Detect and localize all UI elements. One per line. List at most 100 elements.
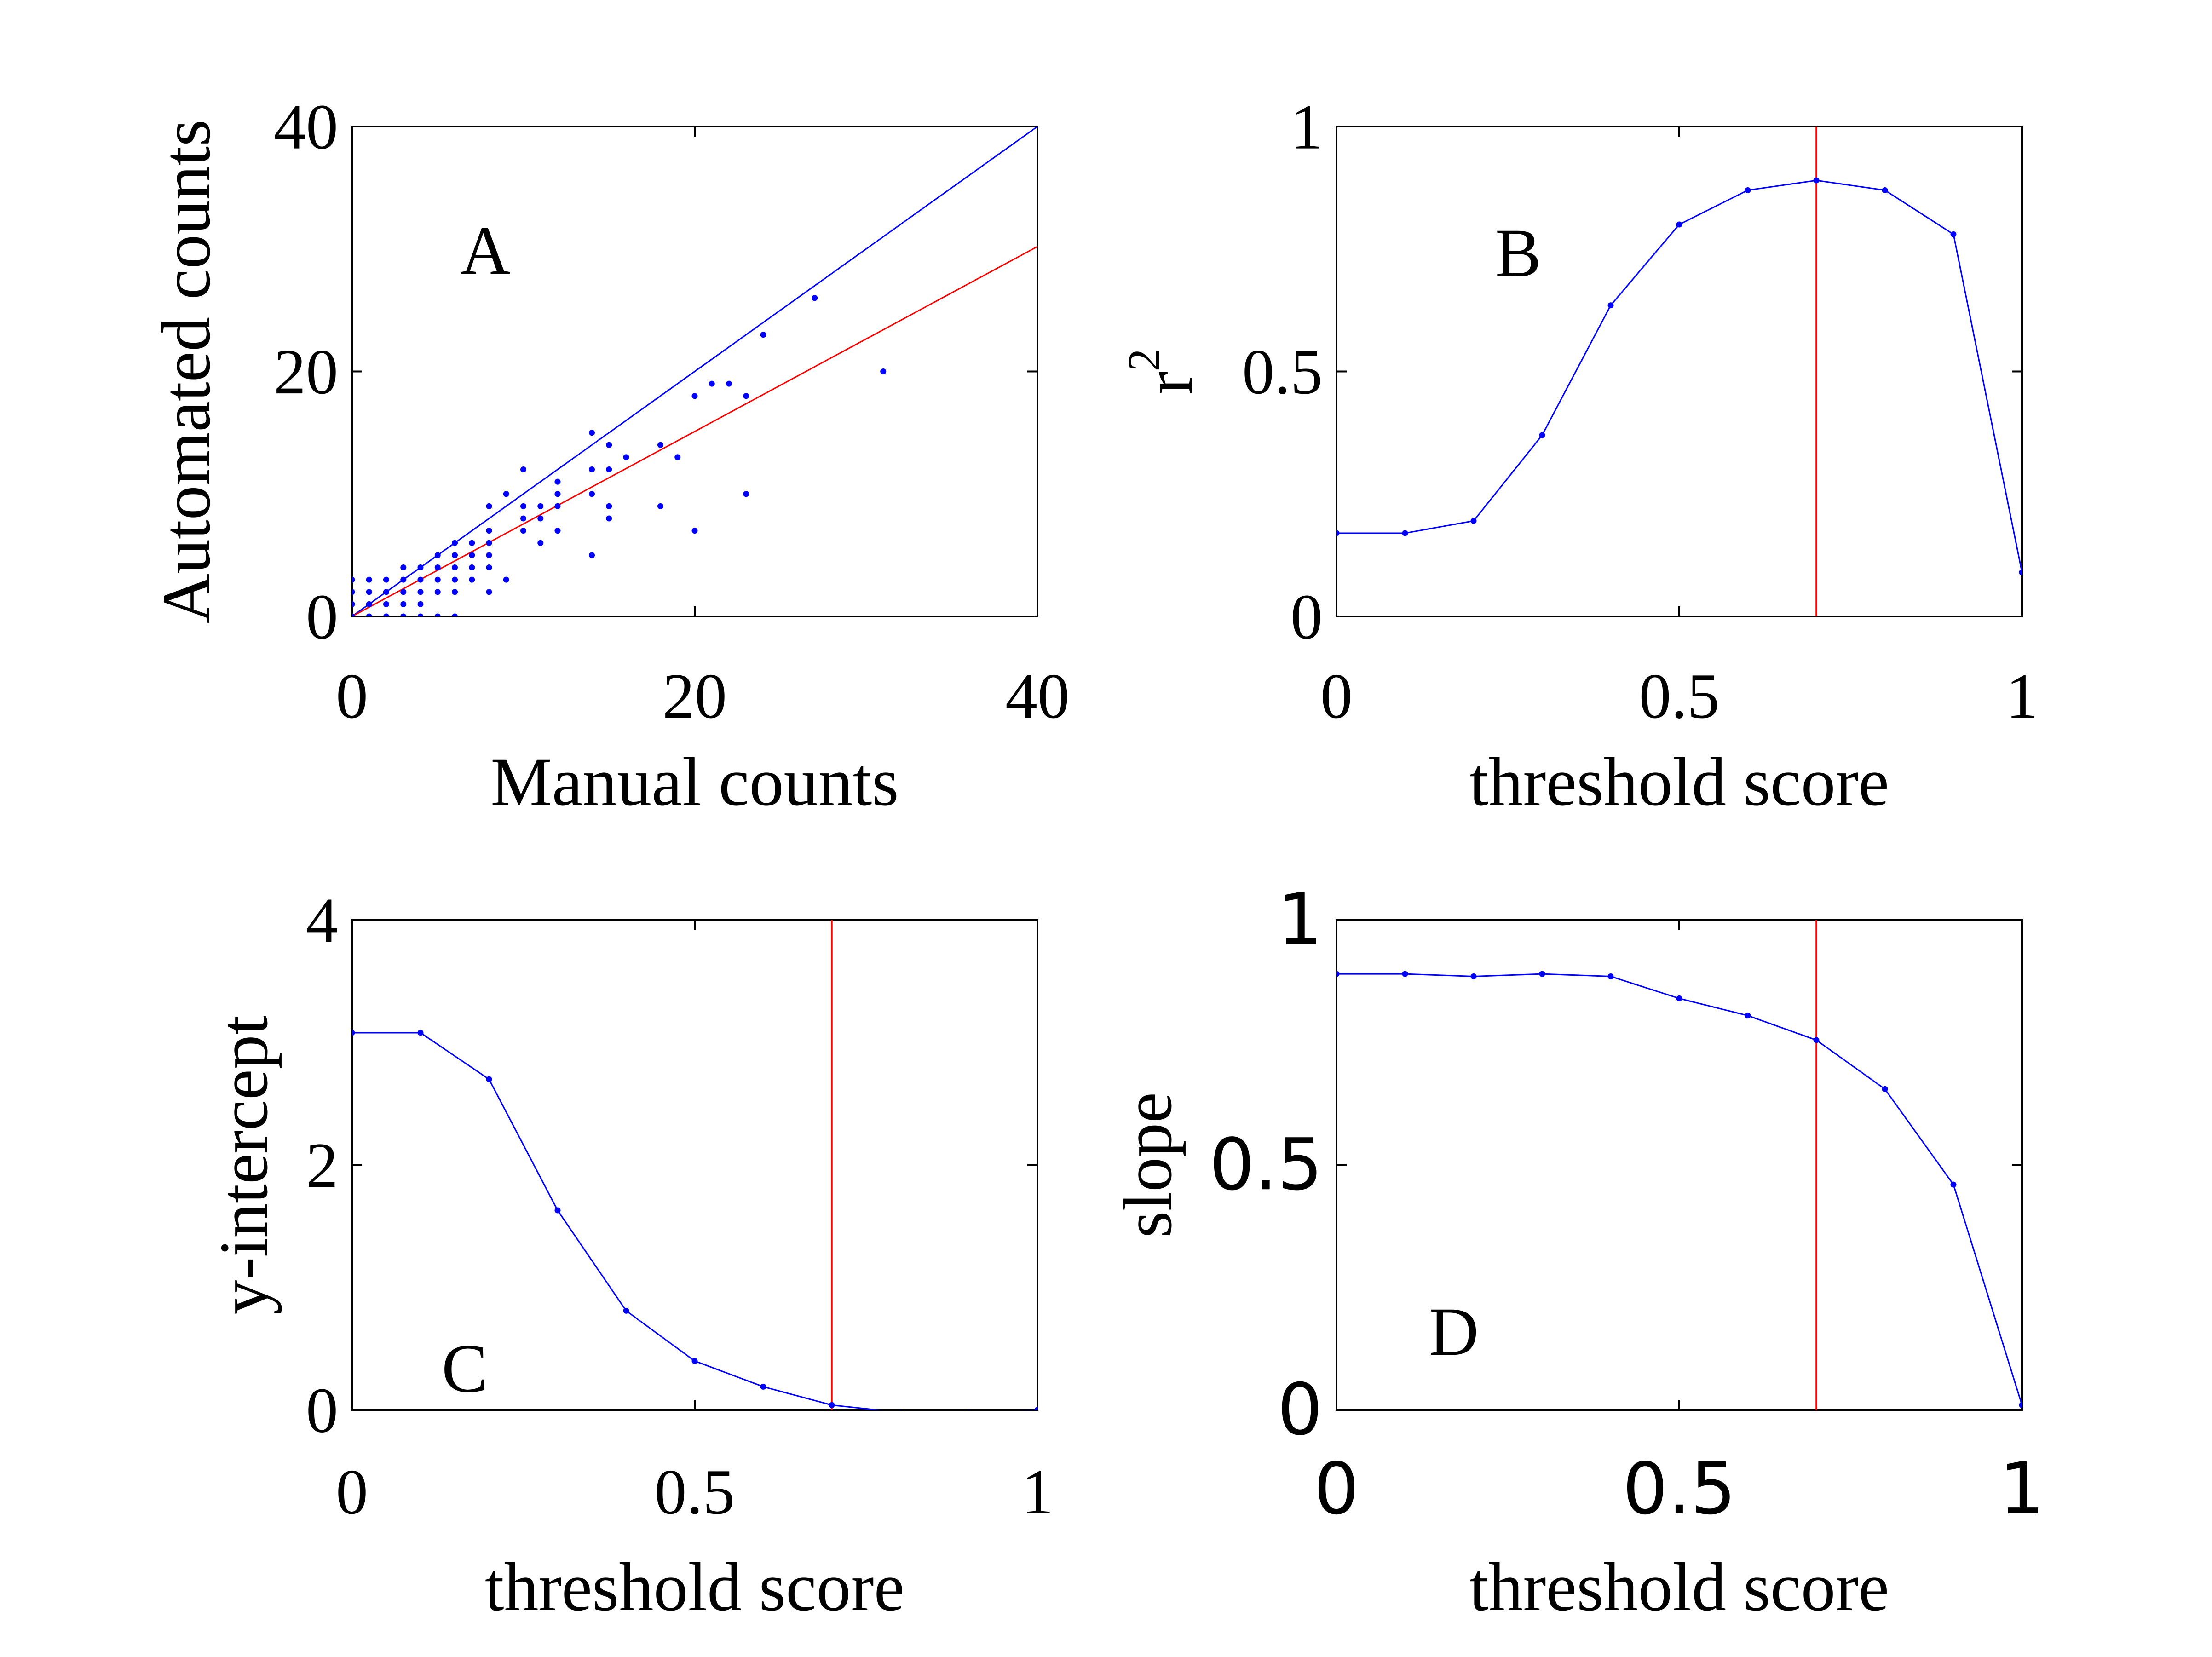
data-point xyxy=(1607,973,1614,979)
data-point xyxy=(691,1358,698,1364)
x-tick-label: 0.5 xyxy=(1623,1447,1736,1530)
data-point xyxy=(554,491,561,497)
data-point xyxy=(383,613,389,616)
data-point xyxy=(486,552,492,558)
data-point xyxy=(1336,971,1340,977)
data-point xyxy=(417,576,424,583)
data-point xyxy=(520,528,526,534)
x-tick-label: 40 xyxy=(1005,661,1070,732)
data-point xyxy=(657,503,663,509)
data-point xyxy=(400,613,407,616)
data-point xyxy=(486,528,492,534)
plot-area xyxy=(352,127,1037,616)
x-axis-label: Manual counts xyxy=(490,744,899,820)
data-point xyxy=(383,576,389,583)
data-point xyxy=(383,601,389,607)
data-point xyxy=(2019,1402,2022,1408)
x-tick-label: 0 xyxy=(336,1456,368,1528)
y-tick-label: 0 xyxy=(306,1375,338,1446)
fit-line xyxy=(352,246,1037,616)
data-point xyxy=(520,515,526,522)
panel-label: B xyxy=(1495,215,1541,291)
data-point xyxy=(417,564,424,570)
data-point xyxy=(1402,971,1408,977)
series-line xyxy=(1336,179,2022,573)
y-tick-label: 0 xyxy=(306,581,338,653)
x-axis-label: threshold score xyxy=(485,1549,904,1625)
data-point xyxy=(352,1030,355,1036)
data-point xyxy=(486,540,492,546)
data-point xyxy=(589,491,595,497)
data-point xyxy=(554,528,561,534)
data-point xyxy=(452,576,458,583)
data-point xyxy=(400,589,407,595)
data-point xyxy=(1745,187,1751,193)
data-point xyxy=(452,552,458,558)
data-point xyxy=(434,589,441,595)
data-point xyxy=(691,528,698,534)
x-tick-label: 0 xyxy=(1314,1447,1359,1530)
y-axis-label-superscript: 2 xyxy=(1118,349,1169,372)
data-point xyxy=(503,491,509,497)
data-point xyxy=(469,576,475,583)
data-point xyxy=(691,393,698,399)
y-axis-label: y-intercept xyxy=(206,1016,282,1315)
x-tick-label: 20 xyxy=(662,661,727,732)
plot-area xyxy=(1336,127,2022,616)
data-point xyxy=(899,1409,902,1410)
data-point xyxy=(829,1402,835,1408)
data-point xyxy=(743,393,749,399)
panel-label: A xyxy=(461,213,510,289)
data-point xyxy=(366,601,372,607)
data-point xyxy=(434,613,441,616)
plot-frame xyxy=(1336,126,2023,617)
y-tick-label: 4 xyxy=(306,885,338,956)
x-tick-label: 1 xyxy=(2006,661,2038,732)
x-axis-label: threshold score xyxy=(1469,1549,1889,1625)
data-point xyxy=(606,503,612,509)
data-point xyxy=(352,589,355,595)
data-point xyxy=(417,589,424,595)
data-point xyxy=(1470,518,1477,524)
data-point xyxy=(486,564,492,570)
data-point xyxy=(400,576,407,583)
data-point xyxy=(452,564,458,570)
y-axis-label: Automated counts xyxy=(148,120,225,624)
y-tick-label: 40 xyxy=(274,92,338,163)
y-tick-label: 0 xyxy=(1277,1368,1323,1451)
data-point xyxy=(417,601,424,607)
y-axis-label: r2 xyxy=(1118,349,1207,395)
data-point xyxy=(366,589,372,595)
data-point xyxy=(1950,231,1957,237)
x-tick-label: 0 xyxy=(1320,661,1353,732)
data-point xyxy=(452,589,458,595)
panel-label: D xyxy=(1429,1294,1479,1370)
data-point xyxy=(1676,995,1682,1001)
data-point xyxy=(486,589,492,595)
data-point xyxy=(743,491,749,497)
data-point xyxy=(520,466,526,472)
data-point xyxy=(486,1076,492,1082)
data-point xyxy=(1336,530,1340,536)
y-tick-label: 0 xyxy=(1290,581,1323,653)
data-point xyxy=(503,576,509,583)
panel-d: 0 0.5 1 0 0.5 1 threshold score slope D xyxy=(1110,878,2045,1625)
data-point xyxy=(554,503,561,509)
data-point xyxy=(1607,302,1614,309)
data-point xyxy=(674,454,681,460)
data-point xyxy=(400,564,407,570)
data-point xyxy=(1539,432,1545,438)
plot-area xyxy=(352,920,1037,1410)
data-point xyxy=(880,368,887,374)
panel-a: 0 20 40 0 20 40 Manual counts Automated counts A xyxy=(148,92,1070,820)
fit-line xyxy=(352,127,1037,616)
data-point xyxy=(554,478,561,485)
y-tick-label: 0.5 xyxy=(1209,1123,1323,1206)
data-point xyxy=(760,1383,766,1390)
y-tick-label: 1 xyxy=(1277,878,1323,961)
data-point xyxy=(623,1307,629,1314)
data-point xyxy=(537,540,544,546)
data-point xyxy=(1402,530,1408,536)
data-point xyxy=(352,576,355,583)
data-point xyxy=(434,564,441,570)
